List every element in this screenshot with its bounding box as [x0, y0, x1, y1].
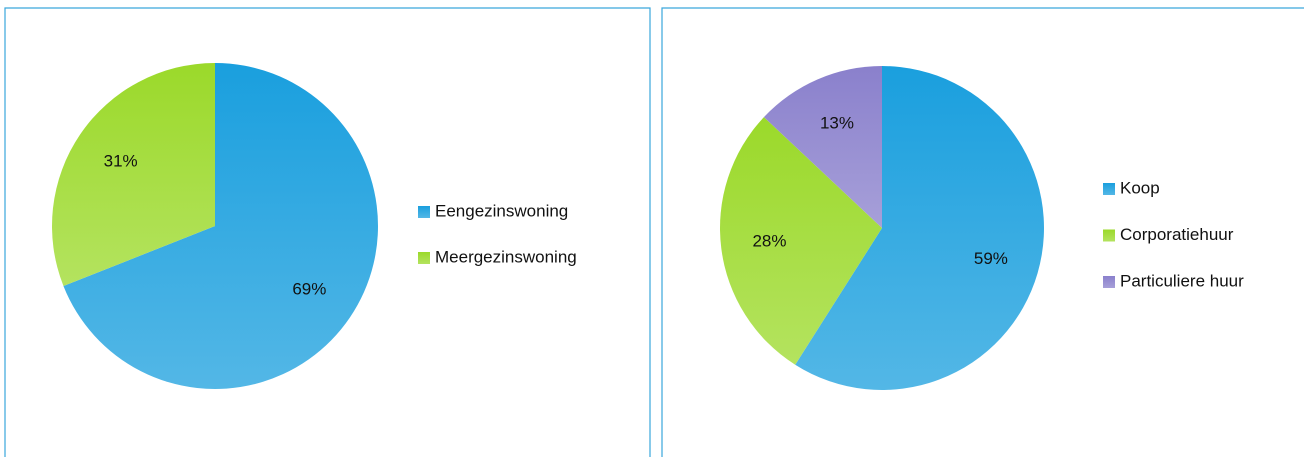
data-label: 59%: [974, 249, 1008, 268]
pie-slice: [763, 66, 882, 228]
legend-label: Koop: [1120, 178, 1160, 197]
legend-label: Particuliere huur: [1120, 271, 1244, 290]
legend-label: Eengezinswoning: [435, 201, 568, 220]
legend-label: Corporatiehuur: [1120, 225, 1234, 244]
pie-slice: [720, 117, 882, 365]
data-label: 31%: [104, 151, 138, 170]
legend-swatch: [418, 206, 430, 218]
pie-slice: [51, 63, 216, 287]
panel-border: [661, 7, 1304, 457]
data-label: 69%: [292, 280, 326, 299]
pie-slice: [63, 63, 379, 389]
data-label: 28%: [752, 232, 786, 251]
legend-label: Meergezinswoning: [435, 247, 577, 266]
legend-swatch: [1103, 276, 1115, 288]
data-label: 13%: [820, 113, 854, 132]
pie-slice: [795, 66, 1044, 390]
legend-swatch: [1103, 229, 1115, 242]
panel-border: [4, 7, 651, 457]
legend-swatch: [1103, 183, 1115, 195]
legend-swatch: [418, 252, 430, 264]
